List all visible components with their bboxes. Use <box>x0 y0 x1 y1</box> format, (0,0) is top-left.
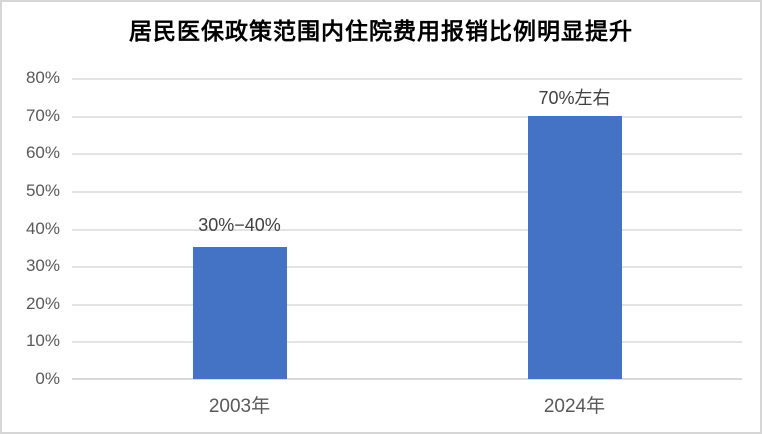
gridline <box>72 266 742 269</box>
y-tick-label: 30% <box>25 256 60 276</box>
gridline <box>72 115 742 118</box>
bar-data-label: 30%−40% <box>198 215 281 236</box>
x-tick-label: 2003年 <box>208 396 271 417</box>
gridline <box>72 153 742 156</box>
bar-2003年 <box>192 247 287 379</box>
gridline <box>72 78 742 80</box>
y-tick-label: 60% <box>25 143 60 163</box>
x-tick-label: 2024年 <box>543 396 606 417</box>
bar-data-label: 70%左右 <box>538 87 611 108</box>
y-tick-label: 0% <box>35 369 60 388</box>
y-tick-label: 40% <box>25 218 60 238</box>
gridline <box>72 341 742 344</box>
x-axis-line <box>72 378 742 380</box>
gridline <box>72 228 742 231</box>
gridline <box>72 303 742 306</box>
gridline <box>72 190 742 193</box>
chart-title: 居民医保政策范围内住院费用报销比例明显提升 <box>129 18 633 44</box>
y-tick-label: 50% <box>25 180 60 200</box>
y-tick-label: 70% <box>25 105 60 125</box>
y-tick-label: 10% <box>25 331 60 351</box>
y-tick-label: 80% <box>25 68 60 87</box>
y-tick-label: 20% <box>25 293 60 313</box>
bar-2024年 <box>527 115 622 379</box>
